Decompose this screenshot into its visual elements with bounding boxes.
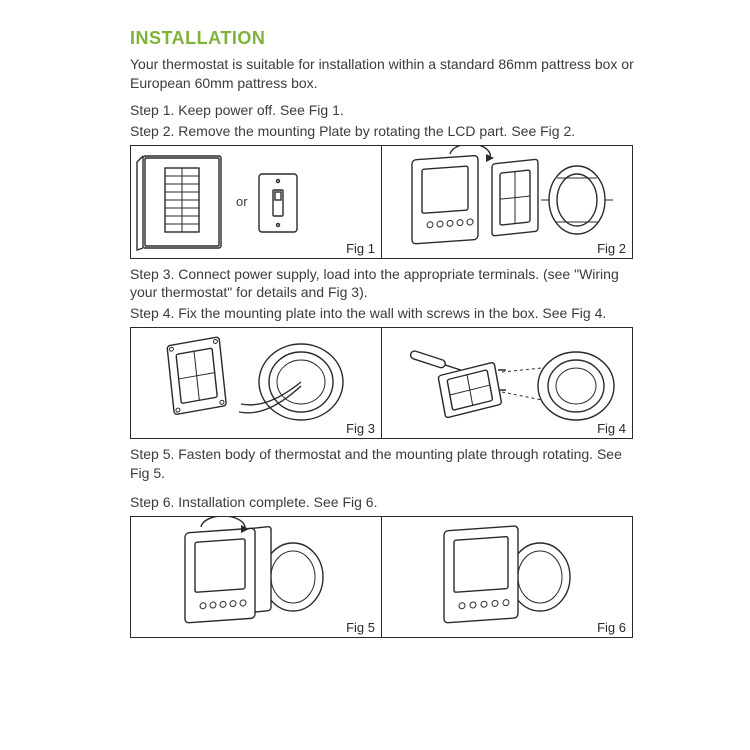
figure-6: Fig 6: [382, 516, 633, 638]
step-3: Step 3. Connect power supply, load into …: [130, 265, 640, 303]
step-4: Step 4. Fix the mounting plate into the …: [130, 304, 640, 323]
step-1: Step 1. Keep power off. See Fig 1.: [130, 101, 640, 120]
fig6-drawing: [382, 517, 632, 637]
fig1-drawing: or: [131, 146, 381, 258]
or-label: or: [236, 194, 248, 209]
fig3-drawing: [131, 328, 381, 438]
fig4-drawing: [382, 328, 632, 438]
figure-2: Fig 2: [382, 145, 633, 259]
figure-5: Fig 5: [130, 516, 382, 638]
fig5-drawing: [131, 517, 381, 637]
figure-3: Fig 3: [130, 327, 382, 439]
fig2-drawing: [382, 146, 632, 258]
figure-row-1: or Fig 1: [130, 145, 640, 259]
fig1-label: Fig 1: [346, 241, 375, 256]
intro-text: Your thermostat is suitable for installa…: [130, 55, 640, 93]
fig6-label: Fig 6: [597, 620, 626, 635]
figure-row-3: Fig 5 Fig 6: [130, 516, 640, 638]
fig3-label: Fig 3: [346, 421, 375, 436]
step-5: Step 5. Fasten body of thermostat and th…: [130, 445, 640, 483]
installation-page: INSTALLATION Your thermostat is suitable…: [0, 0, 750, 664]
step-2: Step 2. Remove the mounting Plate by rot…: [130, 122, 640, 141]
figure-4: Fig 4: [382, 327, 633, 439]
fig2-label: Fig 2: [597, 241, 626, 256]
fig5-label: Fig 5: [346, 620, 375, 635]
figure-row-2: Fig 3: [130, 327, 640, 439]
figure-1: or Fig 1: [130, 145, 382, 259]
fig4-label: Fig 4: [597, 421, 626, 436]
section-title: INSTALLATION: [130, 28, 640, 49]
step-6: Step 6. Installation complete. See Fig 6…: [130, 493, 640, 512]
